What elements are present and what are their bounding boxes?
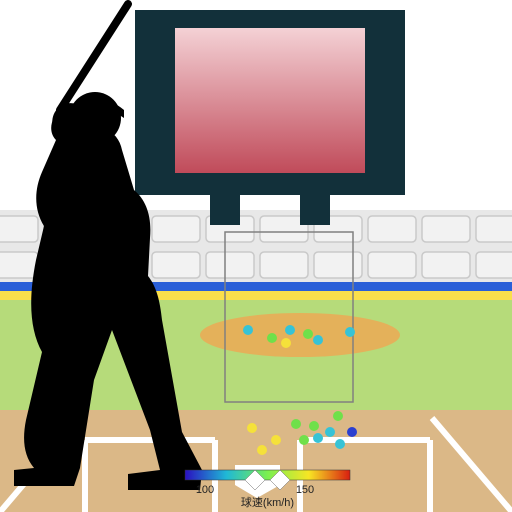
legend-tick: 100 — [196, 484, 214, 496]
seat — [0, 252, 38, 278]
pitch-point — [243, 325, 253, 335]
pitch-point — [313, 433, 323, 443]
pitch-point — [333, 411, 343, 421]
seat — [0, 216, 38, 242]
chart-svg: 100 150球速(km/h) — [0, 0, 512, 512]
pitch-point — [309, 421, 319, 431]
seat — [314, 252, 362, 278]
seat — [260, 252, 308, 278]
pitch-point — [299, 435, 309, 445]
pitch-location-chart: 100 150球速(km/h) — [0, 0, 512, 512]
seat — [476, 252, 512, 278]
legend-bar — [185, 470, 350, 480]
seat — [152, 216, 200, 242]
pitch-point — [291, 419, 301, 429]
seat — [368, 252, 416, 278]
pitch-point — [267, 333, 277, 343]
seat — [476, 216, 512, 242]
pitch-point — [303, 329, 313, 339]
scoreboard-screen — [175, 28, 365, 173]
mound — [200, 313, 400, 357]
seat — [422, 252, 470, 278]
scoreboard-leg — [300, 195, 330, 225]
pitch-point — [347, 427, 357, 437]
pitch-point — [345, 327, 355, 337]
seat — [206, 252, 254, 278]
pitch-point — [257, 445, 267, 455]
pitch-point — [271, 435, 281, 445]
pitch-point — [313, 335, 323, 345]
legend-title: 球速(km/h) — [241, 495, 294, 509]
legend-tick: 150 — [296, 484, 314, 496]
pitch-point — [325, 427, 335, 437]
pitch-point — [335, 439, 345, 449]
seat — [152, 252, 200, 278]
scoreboard-leg — [210, 195, 240, 225]
pitch-point — [247, 423, 257, 433]
seat — [422, 216, 470, 242]
seat — [368, 216, 416, 242]
pitch-point — [285, 325, 295, 335]
pitch-point — [281, 338, 291, 348]
